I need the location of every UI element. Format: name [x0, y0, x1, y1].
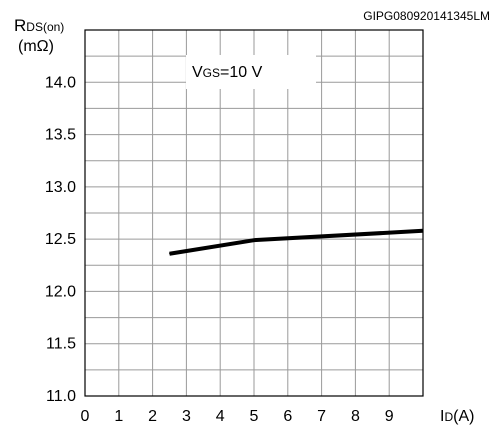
annotation-subscript: GS	[203, 66, 220, 80]
x-tick-label: 9	[385, 408, 394, 425]
x-tick-label: 8	[351, 408, 360, 425]
y-axis-label: RDS(on)	[14, 16, 64, 35]
x-tick-label: 3	[182, 408, 191, 425]
x-tick-label: 2	[148, 408, 157, 425]
y-tick-label: 13.5	[45, 127, 76, 144]
x-ticks: 0 1 2 3 4 5 6 7 8 9	[81, 408, 394, 425]
y-tick-label: 11.5	[46, 336, 76, 353]
annotation-box: VGS=10 V	[186, 55, 316, 89]
y-ticks: 11.0 11.5 12.0 12.5 13.0 13.5 14.0	[45, 74, 76, 405]
annotation-rest: =10 V	[220, 64, 263, 81]
plot-frame	[84, 29, 424, 397]
figure-id: GIPG080920141345LM	[363, 9, 490, 23]
y-tick-label: 12.5	[45, 231, 76, 248]
data-point	[169, 253, 170, 255]
y-tick-label: 12.0	[45, 283, 76, 300]
data-point	[253, 239, 255, 241]
x-tick-label: 4	[216, 408, 225, 425]
y-axis-label-main: R	[14, 16, 26, 35]
series-layer	[169, 228, 424, 256]
x-tick-label: 7	[317, 408, 326, 425]
x-tick-label: 0	[81, 408, 90, 425]
grid	[85, 30, 423, 396]
annotation-text: VGS=10 V	[192, 64, 263, 81]
y-tick-label: 11.0	[46, 388, 76, 405]
x-axis-label: ID(A)	[440, 408, 474, 425]
x-axis-label-main: I	[440, 408, 444, 425]
annotation-background	[186, 55, 316, 89]
x-axis-label-subscript: D	[444, 410, 453, 424]
y-axis-unit: (mΩ)	[18, 38, 54, 55]
annotation-main: V	[192, 64, 203, 81]
x-tick-label: 1	[114, 408, 123, 425]
series-line	[169, 228, 424, 256]
x-tick-label: 5	[250, 408, 259, 425]
x-tick-label: 6	[283, 408, 292, 425]
y-axis-label-subscript: DS(on)	[26, 20, 64, 34]
x-axis-label-unit: (A)	[453, 408, 474, 425]
y-tick-label: 14.0	[45, 74, 76, 91]
y-tick-label: 13.0	[45, 179, 76, 196]
